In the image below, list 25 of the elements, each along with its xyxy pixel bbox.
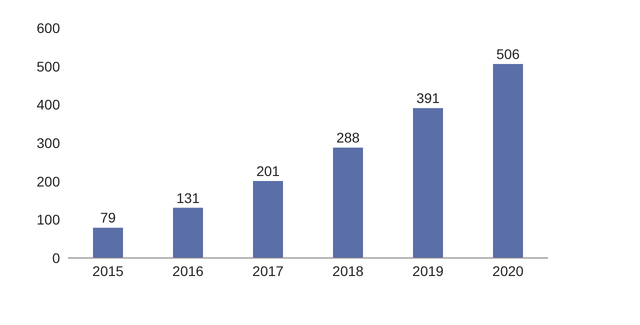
bar bbox=[93, 228, 123, 258]
y-tick-label: 500 bbox=[36, 58, 60, 74]
data-label: 506 bbox=[496, 46, 520, 62]
bar bbox=[173, 208, 203, 258]
x-tick-label: 2015 bbox=[92, 262, 124, 279]
y-tick-label: 600 bbox=[36, 20, 60, 36]
bar bbox=[413, 108, 443, 258]
bar bbox=[493, 64, 523, 258]
bar bbox=[333, 148, 363, 258]
data-label: 288 bbox=[336, 130, 360, 146]
x-tick-label: 2017 bbox=[252, 262, 284, 279]
data-label: 391 bbox=[416, 90, 440, 106]
y-tick-label: 100 bbox=[36, 212, 60, 228]
x-tick-label: 2018 bbox=[332, 262, 364, 279]
data-label: 201 bbox=[256, 162, 280, 179]
y-tick-label: 200 bbox=[36, 173, 60, 190]
x-tick-label: 2019 bbox=[412, 262, 444, 279]
bar bbox=[253, 180, 283, 258]
y-tick-label: 300 bbox=[36, 134, 60, 151]
y-tick-label: 0 bbox=[52, 250, 60, 266]
data-label: 79 bbox=[100, 210, 116, 226]
data-label: 131 bbox=[176, 190, 200, 206]
y-tick-label: 400 bbox=[36, 96, 60, 113]
x-tick-label: 2020 bbox=[492, 262, 524, 279]
x-tick-label: 2016 bbox=[172, 262, 204, 279]
